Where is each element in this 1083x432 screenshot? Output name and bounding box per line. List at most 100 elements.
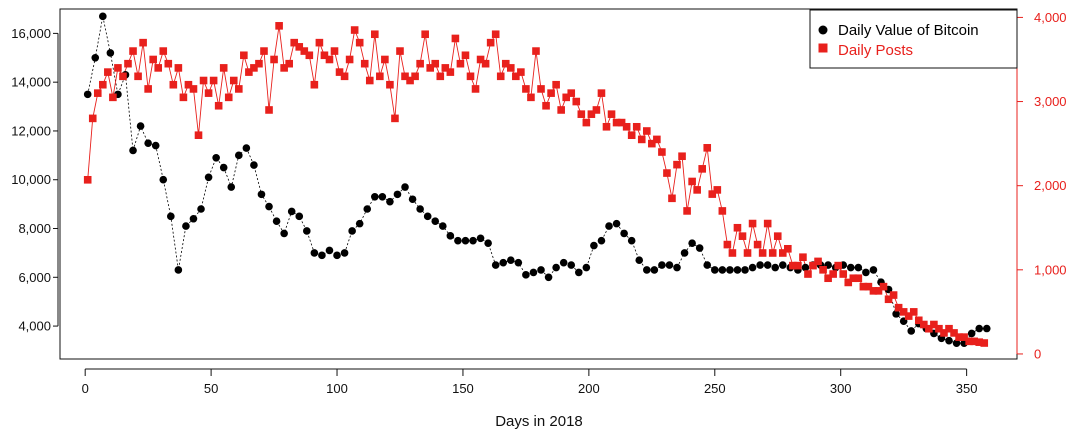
legend-box: [809, 9, 1018, 69]
posts-point: [476, 55, 485, 64]
posts-point: [124, 59, 132, 68]
btc-point: [673, 263, 681, 272]
posts-point: [285, 59, 293, 68]
posts-point: [607, 110, 616, 118]
posts-point: [189, 85, 198, 93]
btc-point: [174, 266, 183, 274]
posts-point: [597, 89, 606, 97]
btc-point: [854, 263, 863, 272]
posts-point: [250, 64, 258, 72]
posts-point: [481, 59, 490, 68]
btc-point: [484, 239, 492, 247]
posts-point: [466, 72, 475, 81]
posts-point: [587, 110, 596, 118]
posts-point: [552, 80, 560, 89]
posts-point: [899, 308, 908, 316]
posts-point: [763, 219, 772, 228]
btc-point: [257, 190, 266, 199]
posts-point: [335, 68, 344, 76]
btc-point: [371, 193, 379, 201]
posts-point: [83, 175, 92, 184]
legend-btc-marker: [818, 25, 828, 35]
btc-point: [348, 227, 356, 235]
posts-point: [824, 274, 832, 283]
btc-point: [167, 212, 175, 221]
btc-point: [982, 324, 991, 333]
posts-point: [617, 118, 626, 127]
posts-point: [522, 85, 530, 93]
btc-point: [423, 212, 432, 221]
posts-point: [889, 291, 898, 299]
posts-point: [678, 152, 686, 161]
posts-point: [914, 316, 923, 325]
posts-point: [446, 68, 455, 76]
btc-point: [967, 329, 976, 338]
btc-point: [129, 146, 137, 155]
btc-point: [658, 261, 666, 269]
posts-point: [93, 89, 102, 97]
y-tick-label: 12,000: [11, 123, 51, 138]
posts-point: [99, 80, 107, 89]
y-right-tick-label: 3,000: [1034, 94, 1067, 109]
btc-point: [688, 239, 696, 247]
btc-point: [559, 258, 568, 267]
posts-point: [884, 295, 893, 304]
posts-point: [703, 144, 712, 152]
posts-point: [718, 207, 727, 215]
btc-point: [280, 229, 288, 238]
posts-point: [612, 118, 621, 127]
posts-point: [592, 106, 601, 114]
posts-point: [683, 207, 691, 215]
x-tick-label: 300: [830, 381, 852, 396]
legend-btc-label: Daily Value of Bitcoin: [838, 22, 979, 39]
posts-point: [748, 219, 757, 228]
posts-point: [376, 72, 384, 81]
btc-point: [401, 183, 409, 191]
y-tick-label: 16,000: [11, 26, 51, 41]
posts-point: [224, 93, 233, 102]
posts-point: [627, 131, 636, 140]
legend: Daily Value of Bitcoin Daily Posts: [809, 9, 1018, 69]
posts-point: [582, 118, 591, 127]
posts-point: [658, 148, 666, 156]
posts-point: [214, 101, 223, 110]
btc-point: [892, 310, 900, 318]
btc-point: [869, 266, 878, 274]
btc-point: [650, 266, 659, 274]
posts-point: [537, 85, 545, 93]
posts-point: [698, 165, 706, 173]
posts-point: [648, 139, 656, 148]
x-axis: 0 50 100 150 200 250 300 350: [82, 368, 977, 396]
posts-point: [809, 261, 817, 270]
posts-point: [940, 329, 948, 337]
posts-point: [965, 337, 973, 346]
legend-posts-label: Daily Posts: [838, 42, 913, 59]
btc-point: [680, 249, 689, 257]
posts-point: [708, 190, 717, 198]
posts-point: [778, 249, 787, 257]
btc-point: [778, 261, 787, 269]
btc-point: [242, 144, 251, 152]
posts-point: [577, 110, 586, 118]
btc-point: [733, 266, 742, 274]
posts-point: [486, 38, 495, 47]
btc-point: [952, 339, 961, 347]
x-tick-label: 50: [204, 381, 218, 396]
btc-point: [726, 266, 734, 274]
btc-point: [846, 263, 855, 272]
btc-point: [597, 236, 606, 245]
btc-point: [514, 258, 523, 267]
posts-point: [632, 122, 641, 131]
btc-point: [741, 266, 749, 274]
btc-point: [136, 122, 145, 130]
btc-point: [945, 336, 953, 345]
btc-point: [431, 217, 440, 225]
posts-point: [416, 59, 424, 68]
btc-point: [506, 256, 515, 265]
posts-point: [804, 270, 812, 278]
btc-point: [627, 236, 636, 245]
posts-point: [713, 186, 722, 194]
btc-point: [295, 212, 304, 221]
posts-point: [925, 324, 933, 333]
posts-point: [154, 64, 163, 72]
